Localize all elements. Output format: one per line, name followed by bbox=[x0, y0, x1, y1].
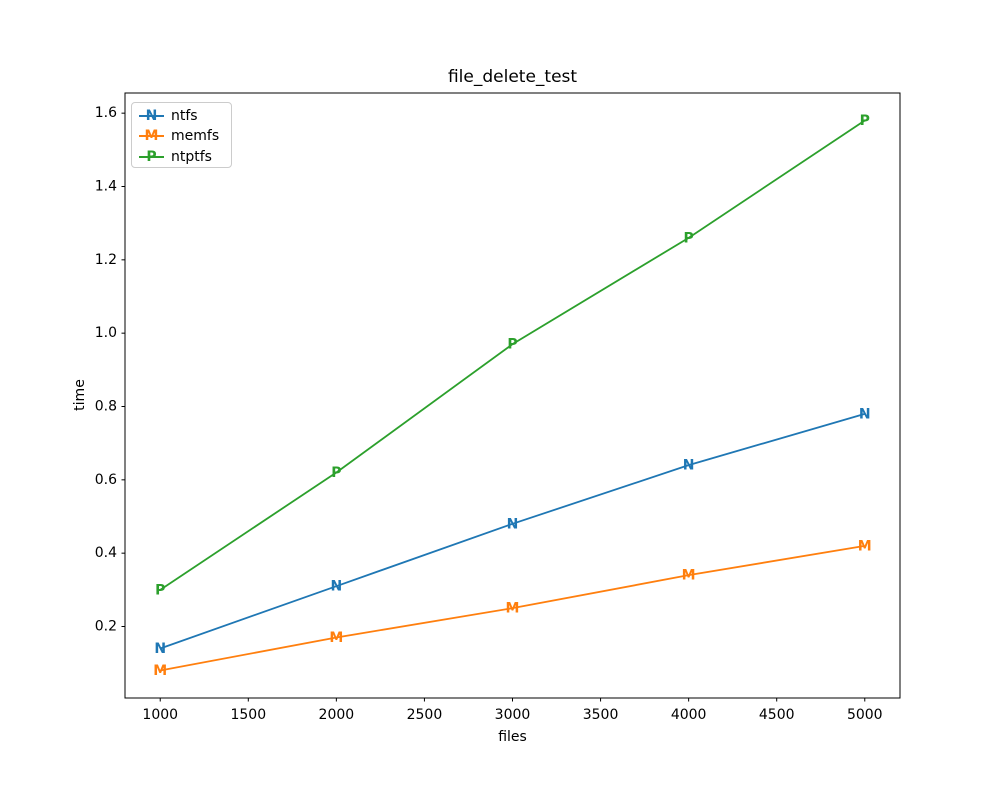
data-point-marker-memfs: M bbox=[682, 568, 696, 584]
legend-label: ntfs bbox=[171, 108, 198, 125]
x-tick-label: 2000 bbox=[319, 707, 355, 723]
series-line-ntptfs bbox=[159, 119, 866, 591]
legend: NntfsMmemfsPntptfs bbox=[131, 102, 232, 168]
y-tick-label: 0.6 bbox=[95, 472, 117, 488]
data-point-marker-ntptfs: P bbox=[331, 465, 341, 481]
y-tick-label: 0.4 bbox=[95, 545, 117, 561]
x-tick-label: 4000 bbox=[671, 707, 707, 723]
legend-line-sample: P bbox=[139, 149, 164, 165]
legend-label: memfs bbox=[171, 128, 220, 145]
x-tick-label: 3000 bbox=[495, 707, 531, 723]
chart-title: file_delete_test bbox=[447, 67, 578, 87]
data-point-marker-memfs: M bbox=[153, 663, 167, 679]
data-point-marker-ntptfs: P bbox=[155, 582, 165, 598]
data-point-marker-ntfs: N bbox=[683, 458, 695, 474]
data-point-marker-ntptfs: P bbox=[507, 337, 517, 353]
series-line-ntfs bbox=[159, 412, 866, 650]
legend-sample-line bbox=[139, 115, 164, 118]
legend-label: ntptfs bbox=[171, 148, 212, 165]
y-tick-label: 1.4 bbox=[95, 179, 117, 195]
data-point-marker-memfs: M bbox=[506, 601, 520, 617]
data-point-marker-ntptfs: P bbox=[684, 230, 694, 246]
series-line-memfs bbox=[160, 544, 865, 672]
y-tick-label: 0.8 bbox=[95, 399, 117, 415]
legend-item-memfs: Mmemfs bbox=[139, 126, 231, 146]
data-point-marker-memfs: M bbox=[858, 538, 872, 554]
x-tick-label: 1500 bbox=[230, 707, 266, 723]
legend-item-ntptfs: Pntptfs bbox=[139, 147, 231, 167]
legend-line-sample: N bbox=[139, 108, 164, 124]
data-point-marker-ntfs: N bbox=[331, 579, 343, 595]
data-point-marker-memfs: M bbox=[329, 630, 343, 646]
y-axis-label: time bbox=[72, 379, 88, 411]
x-tick-label: 1000 bbox=[142, 707, 178, 723]
x-tick-label: 5000 bbox=[847, 707, 883, 723]
legend-item-ntfs: Nntfs bbox=[139, 106, 231, 126]
y-tick-label: 1.0 bbox=[95, 325, 117, 341]
y-tick-label: 1.2 bbox=[95, 252, 117, 268]
data-point-marker-ntfs: N bbox=[859, 406, 871, 422]
legend-sample-line bbox=[139, 135, 164, 138]
x-tick-label: 3500 bbox=[583, 707, 619, 723]
x-tick-label: 2500 bbox=[407, 707, 443, 723]
y-tick-label: 0.2 bbox=[95, 619, 117, 635]
legend-line-sample: M bbox=[139, 128, 164, 144]
data-point-marker-ntfs: N bbox=[507, 516, 519, 532]
legend-sample-line bbox=[139, 155, 164, 158]
data-point-marker-ntfs: N bbox=[154, 641, 166, 657]
x-axis-label: files bbox=[498, 729, 527, 745]
x-tick-label: 4500 bbox=[759, 707, 795, 723]
data-point-marker-ntptfs: P bbox=[860, 113, 870, 129]
y-tick-label: 1.6 bbox=[95, 105, 117, 121]
